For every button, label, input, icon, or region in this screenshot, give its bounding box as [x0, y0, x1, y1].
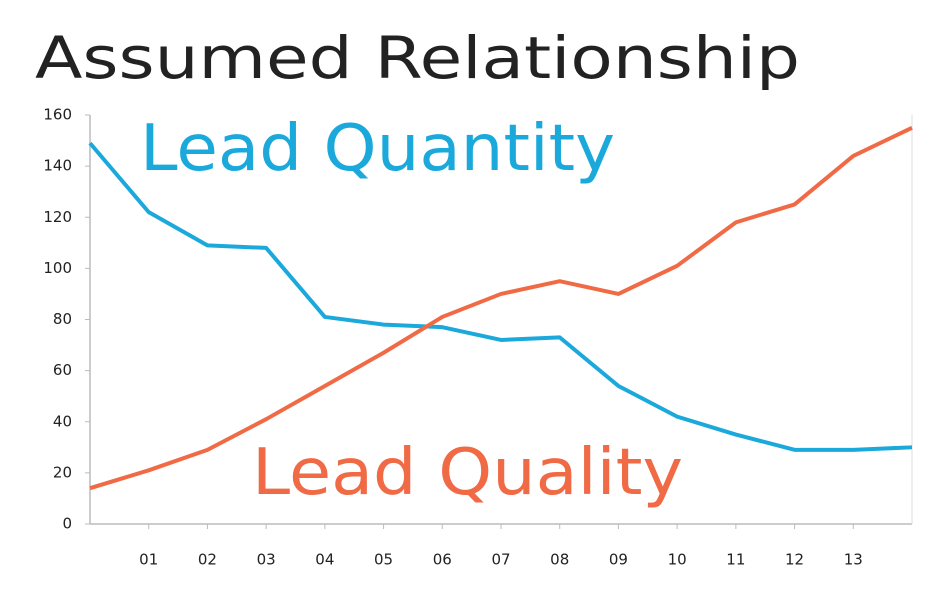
x-tick-label: 05 [374, 551, 393, 569]
y-tick-label: 20 [53, 463, 72, 481]
x-tick-label: 11 [726, 551, 745, 569]
y-tick-label: 40 [53, 412, 72, 430]
x-tick-label: 06 [433, 551, 452, 569]
x-tick-label: 02 [198, 551, 217, 569]
x-tick-label: 07 [491, 551, 510, 569]
series-label: Lead Quantity [140, 112, 615, 186]
y-tick-label: 120 [43, 208, 72, 226]
x-tick-label: 12 [785, 551, 804, 569]
x-tick-label: 09 [609, 551, 628, 569]
y-tick-label: 0 [62, 515, 72, 533]
y-tick-label: 60 [53, 361, 72, 379]
x-tick-label: 10 [668, 551, 687, 569]
y-tick-label: 100 [43, 259, 72, 277]
y-tick-label: 140 [43, 157, 72, 175]
x-tick-label: 13 [844, 551, 863, 569]
x-tick-label: 03 [257, 551, 276, 569]
chart-title: Assumed Relationship [35, 24, 800, 92]
x-tick-label: 08 [550, 551, 569, 569]
series-line [89, 125, 913, 491]
series-label: Lead Quality [252, 436, 683, 510]
y-tick-label: 80 [53, 310, 72, 328]
series-line [88, 141, 913, 452]
y-tick-label: 160 [43, 106, 72, 124]
x-tick-label: 01 [139, 551, 158, 569]
x-tick-label: 04 [315, 551, 334, 569]
